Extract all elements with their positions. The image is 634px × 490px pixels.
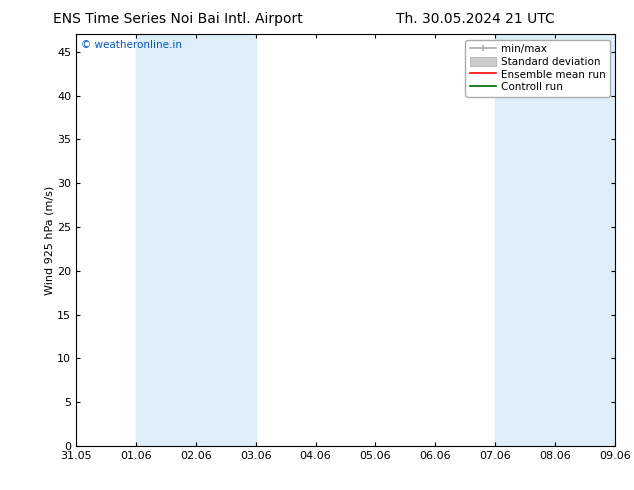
Text: © weatheronline.in: © weatheronline.in	[81, 41, 183, 50]
Legend: min/max, Standard deviation, Ensemble mean run, Controll run: min/max, Standard deviation, Ensemble me…	[465, 40, 610, 97]
Text: Th. 30.05.2024 21 UTC: Th. 30.05.2024 21 UTC	[396, 12, 555, 26]
Bar	[495, 34, 555, 446]
Bar	[555, 34, 615, 446]
Y-axis label: Wind 925 hPa (m/s): Wind 925 hPa (m/s)	[44, 186, 55, 294]
Bar	[615, 34, 634, 446]
Bar	[196, 34, 256, 446]
Text: ENS Time Series Noi Bai Intl. Airport: ENS Time Series Noi Bai Intl. Airport	[53, 12, 302, 26]
Bar	[136, 34, 196, 446]
